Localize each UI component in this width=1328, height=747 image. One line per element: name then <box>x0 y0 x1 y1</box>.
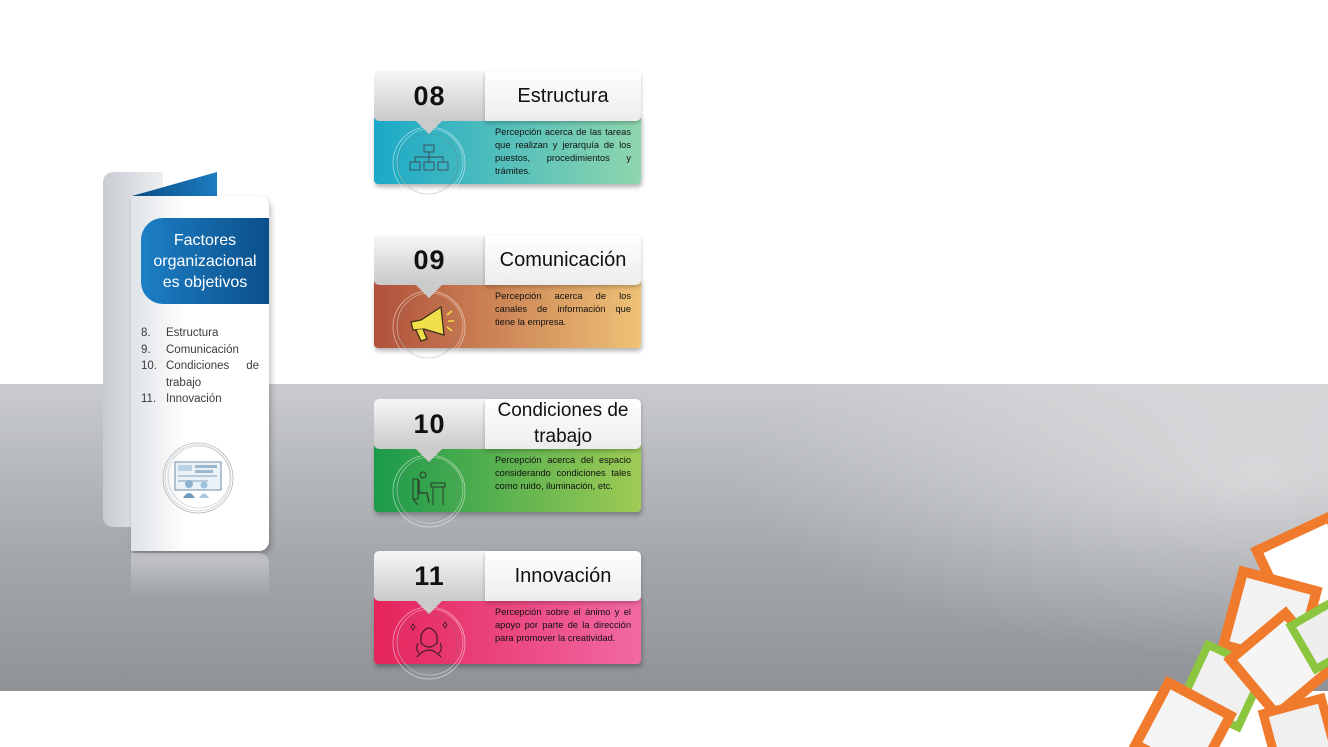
brochure-item-label: Comunicación <box>166 343 239 356</box>
card-description: Percepción acerca del espacio consideran… <box>495 455 631 491</box>
brochure-item-label: Estructura <box>166 327 219 339</box>
presentation-board-icon <box>162 442 234 514</box>
band-highlight <box>640 384 1328 691</box>
decorative-frame-green <box>1285 595 1328 675</box>
card-number: 09 <box>374 235 485 285</box>
card-number: 11 <box>374 551 485 601</box>
brochure-title: Factores organizacional es objetivos <box>141 218 269 304</box>
card-body <box>374 115 641 184</box>
brochure-item-label: Innovación <box>166 393 222 405</box>
card-description: Percepción sobre el ánimo y el apoyo por… <box>495 607 631 643</box>
card-body <box>374 443 641 512</box>
org-chart-icon <box>392 126 466 200</box>
workstation-icon <box>392 454 466 528</box>
brochure-item: 9. Comunicación <box>141 342 259 359</box>
brochure-item-number: 10. <box>141 360 157 372</box>
card-description: Percepción acerca de las tareas que real… <box>495 127 631 176</box>
factor-card-condiciones: 10 Condiciones de trabajo Percepción ace… <box>374 399 641 528</box>
brochure-reflection <box>131 553 269 598</box>
card-title: Condiciones de trabajo <box>485 399 641 449</box>
card-title: Comunicación <box>485 235 641 285</box>
card-title: Innovación <box>485 551 641 601</box>
card-number: 10 <box>374 399 485 449</box>
decorative-frame-orange <box>1257 692 1328 747</box>
card-number: 08 <box>374 71 485 121</box>
factor-card-innovacion: 11 Innovación Percepción sobre el ánimo … <box>374 551 641 680</box>
brochure-item-number: 11. <box>141 393 157 405</box>
brochure-item-number: 9. <box>141 343 151 356</box>
brochure-item: 11. Innovación <box>141 391 259 408</box>
brochure-item-number: 8. <box>141 327 151 339</box>
decorative-frame-orange <box>1128 675 1238 747</box>
brochure-item: 8. Estructura <box>141 325 259 342</box>
card-description: Percepción acerca de los canales de info… <box>495 291 631 327</box>
brochure-item-label: Condiciones de trabajo <box>166 360 259 389</box>
card-title: Estructura <box>485 71 641 121</box>
decorative-frames <box>1128 510 1328 747</box>
brochure-item: 10. Condiciones de trabajo <box>141 358 259 391</box>
megaphone-icon <box>392 290 466 364</box>
factor-card-comunicacion: 09 Comunicación Percepción acerca de los… <box>374 235 641 364</box>
creative-person-icon <box>392 606 466 680</box>
factor-card-estructura: 08 Estructura Percepción acerca de las t… <box>374 71 641 200</box>
brochure-list: 8. Estructura 9. Comunicación 10. Condicion… <box>141 325 259 408</box>
